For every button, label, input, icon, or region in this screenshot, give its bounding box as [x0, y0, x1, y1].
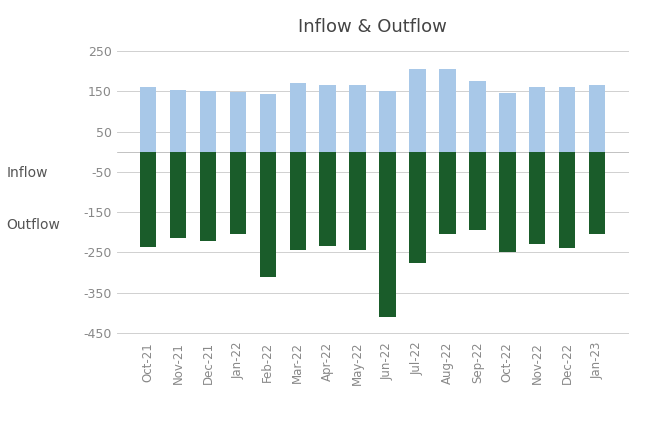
Bar	[140, 87, 156, 152]
Bar	[229, 92, 246, 152]
Bar	[379, 152, 396, 317]
Bar	[200, 152, 216, 241]
Bar	[529, 87, 546, 152]
Bar	[589, 152, 605, 234]
Bar	[170, 152, 186, 238]
Bar	[439, 70, 456, 152]
Bar	[499, 152, 516, 252]
Bar	[260, 152, 276, 276]
Bar	[140, 152, 156, 247]
Bar	[290, 152, 306, 250]
Bar	[290, 83, 306, 152]
Bar	[469, 152, 485, 230]
Bar	[170, 90, 186, 152]
Bar	[229, 152, 246, 234]
Bar	[410, 70, 426, 152]
Bar	[379, 91, 396, 152]
Bar	[349, 152, 366, 251]
Bar	[559, 87, 575, 152]
Bar	[319, 86, 336, 152]
Bar	[260, 93, 276, 152]
Title: Inflow & Outflow: Inflow & Outflow	[298, 18, 447, 36]
Bar	[410, 152, 426, 263]
Bar	[469, 81, 485, 152]
Bar	[200, 91, 216, 152]
Bar	[529, 152, 546, 245]
Bar	[319, 152, 336, 246]
Text: Inflow: Inflow	[6, 166, 48, 180]
Bar	[559, 152, 575, 248]
Bar	[439, 152, 456, 234]
Text: Outflow: Outflow	[6, 218, 60, 232]
Bar	[589, 86, 605, 152]
Bar	[349, 86, 366, 152]
Bar	[499, 93, 516, 152]
